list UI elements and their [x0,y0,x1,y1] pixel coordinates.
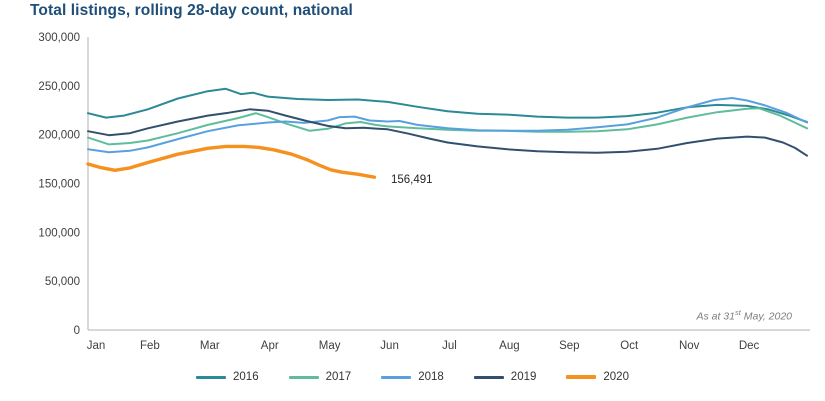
x-tick-label: Mar [200,340,220,352]
chart-legend: 2016 2017 2018 2019 2020 [0,371,825,383]
x-tick-label: Dec [739,340,760,352]
series-line-2017 [87,107,808,146]
series-line-2016 [87,87,808,123]
legend-item-2016: 2016 [196,371,259,383]
series-line-2018 [87,97,808,154]
as-of-suffix: May, 2020 [740,310,792,323]
line-chart-canvas: 300,000 250,000 200,000 150,000 100,000 50,00… [38,32,810,352]
legend-swatch-2019 [473,375,504,379]
x-tick-label: May [319,340,341,352]
y-tick-label: 0 [74,325,80,337]
legend-label-2018: 2018 [418,371,444,383]
legend-item-2018: 2018 [381,371,444,383]
legend-item-2017: 2017 [288,371,352,383]
legend-label-2020: 2020 [603,371,629,383]
legend-label-2017: 2017 [325,371,352,383]
as-of-note: As at 31st May, 2020 [696,308,792,323]
y-tick-label: 300,000 [38,32,80,44]
legend-swatch-2020 [566,375,597,379]
x-tick-label: Jan [87,340,106,352]
series-line-2019 [87,108,808,157]
y-tick-label: 150,000 [38,179,80,191]
legend-label-2016: 2016 [233,371,259,383]
chart-title: Total listings, rolling 28-day count, na… [30,2,353,19]
x-tick-label: Aug [499,340,519,352]
y-tick-label: 100,000 [38,227,80,239]
x-tick-label: Jun [380,340,399,352]
y-tick-label: 250,000 [38,81,80,93]
x-tick-label: Oct [620,340,639,352]
series-line-2020 [86,144,377,179]
x-tick-label: Nov [679,340,700,352]
legend-swatch-2018 [381,375,412,379]
legend-swatch-2016 [196,375,227,379]
x-tick-label: Sep [559,340,579,352]
legend-swatch-2017 [288,375,319,379]
last-value-label: 156,491 [391,174,433,186]
x-tick-label: Feb [140,340,160,352]
x-tick-label: Jul [442,340,457,352]
as-of-superscript: st [734,308,741,317]
y-tick-label: 50,000 [45,276,80,288]
y-tick-label: 200,000 [38,130,80,142]
x-tick-label: Apr [261,340,279,352]
as-of-prefix: As at 31 [696,310,735,323]
legend-item-2019: 2019 [473,371,537,383]
legend-item-2020: 2020 [566,371,629,383]
legend-label-2019: 2019 [510,371,537,383]
